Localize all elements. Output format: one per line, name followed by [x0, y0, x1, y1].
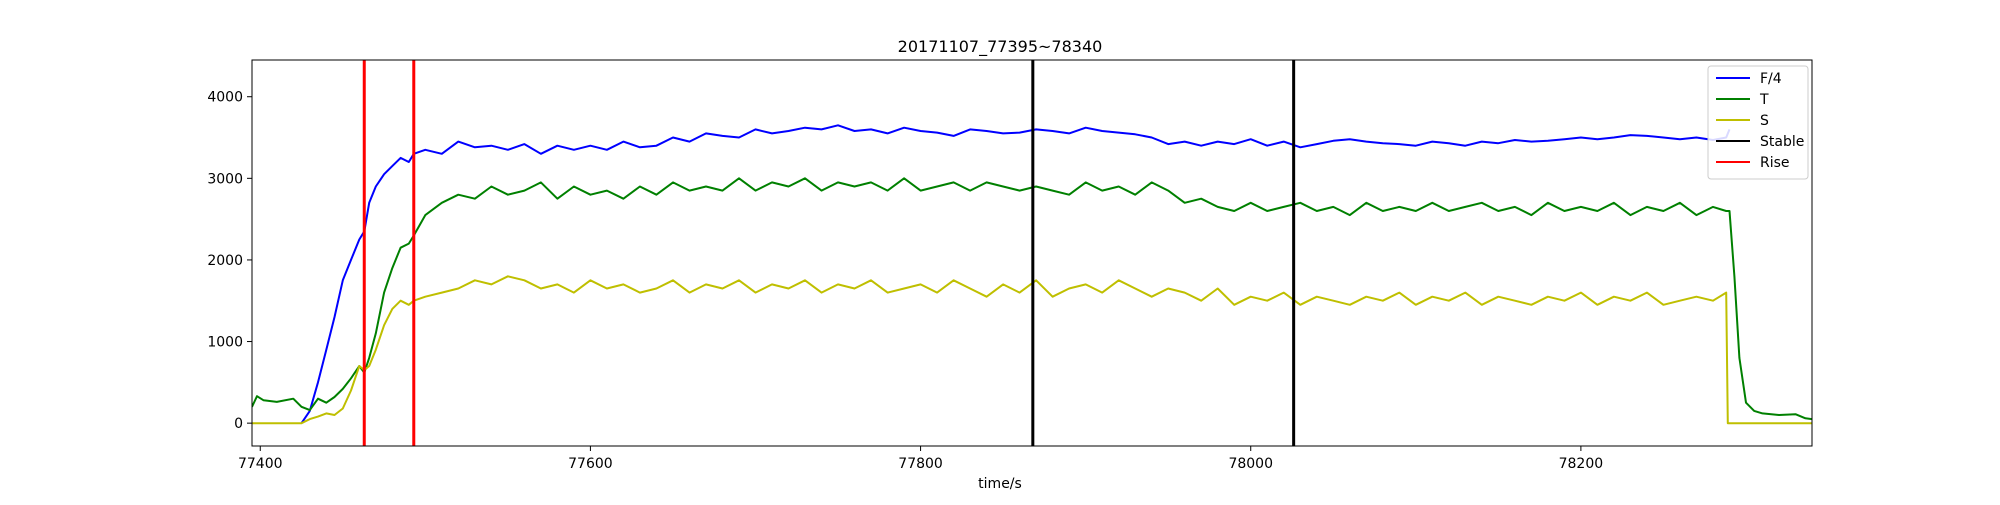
legend-box: [1707, 65, 1809, 180]
y-tick-label-2: 2000: [207, 253, 243, 269]
plot-area: [252, 60, 1812, 446]
x-tick-label-3: 78000: [1228, 456, 1273, 472]
legend-label-4: Rise: [1760, 155, 1790, 171]
series-line-0: [300, 124, 1731, 424]
series-line-1: [252, 177, 1812, 421]
x-tick-label-1: 77600: [568, 456, 613, 472]
y-tick-label-1: 1000: [207, 335, 243, 351]
x-axis-label: time/s: [978, 476, 1022, 492]
x-tick-label-4: 78200: [1559, 456, 1604, 472]
legend-label-1: T: [1759, 92, 1769, 108]
axes: 77400 77600 77800 78000 78200 0 1000 2000 3000 40…: [207, 59, 1813, 472]
x-tick-label-2: 77800: [898, 456, 943, 472]
legend-label-2: S: [1760, 113, 1769, 129]
y-tick-label-0: 0: [234, 416, 243, 432]
series-line-2: [252, 275, 1812, 425]
y-tick-label-4: 4000: [207, 90, 243, 106]
chart-title: 20171107_77395~78340: [898, 37, 1103, 57]
axes-frame: [251, 59, 1813, 447]
legend: F/4 TS Stable Rise: [1707, 65, 1809, 180]
x-tick-label-0: 77400: [238, 456, 283, 472]
legend-label-0: F/4: [1760, 71, 1782, 87]
legend-label-3: Stable: [1760, 134, 1804, 150]
y-tick-label-3: 3000: [207, 171, 243, 187]
